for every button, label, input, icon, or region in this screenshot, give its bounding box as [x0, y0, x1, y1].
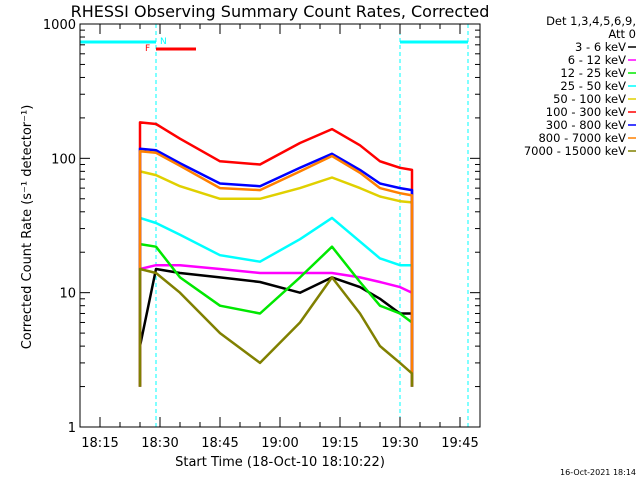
legend-entry-1: 6 - 12 keV: [568, 53, 626, 67]
legend-header-0: Det 1,3,4,5,6,9,: [546, 14, 636, 28]
plot-background: [80, 24, 480, 427]
legend-entry-5: 100 - 300 keV: [546, 105, 626, 119]
x-tick-label-4: 19:15: [321, 436, 358, 451]
flag-bars: NF: [80, 37, 468, 54]
legend-entry-8: 7000 - 15000 keV: [524, 144, 626, 158]
x-tick-label-1: 18:30: [141, 436, 178, 451]
series-lines: [138, 121, 414, 387]
legend-entry-6: 300 - 800 keV: [546, 118, 626, 132]
legend-entry-2: 12 - 25 keV: [560, 66, 626, 80]
series-line-1: [138, 263, 414, 387]
legend-entry-3: 25 - 50 keV: [560, 79, 626, 93]
x-axis-label: Start Time (18-Oct-10 18:10:22): [175, 455, 385, 470]
y-tick-label-1: 10: [59, 287, 76, 302]
footer-timestamp: 16-Oct-2021 18:14: [560, 468, 636, 477]
legend-entry-0: 3 - 6 keV: [575, 40, 626, 54]
x-tick-label-6: 19:45: [441, 436, 478, 451]
y-tick-label-3: 1000: [43, 18, 76, 33]
x-tick-label-0: 18:15: [81, 436, 118, 451]
series-line-8: [138, 267, 414, 387]
y-axis-label: Corrected Count Rate (s⁻¹ detector⁻¹): [20, 105, 35, 350]
series-line-3: [138, 216, 414, 387]
y-tick-label-2: 100: [51, 152, 76, 167]
axes: 1 10 100 1000 18:15 18:30 18:45 19:00 19:15 19:30…: [43, 18, 481, 451]
plot-area: [80, 24, 480, 427]
x-tick-label-3: 19:00: [261, 436, 298, 451]
legend-entry-7: 800 - 7000 keV: [538, 131, 626, 145]
flag-label-0: N: [160, 37, 167, 47]
series-line-4: [138, 170, 414, 387]
series-line-7: [138, 149, 414, 387]
series-line-6: [138, 147, 414, 387]
legend-entry-4: 50 - 100 keV: [553, 92, 626, 106]
chart-title: RHESSI Observing Summary Count Rates, Co…: [71, 2, 490, 21]
y-tick-label-0: 1: [68, 421, 76, 436]
x-tick-label-5: 19:30: [381, 436, 418, 451]
series-line-2: [138, 242, 414, 387]
legend-header-1: Att 0: [608, 27, 636, 41]
series-line-5: [138, 121, 414, 387]
x-tick-label-2: 18:45: [201, 436, 238, 451]
flag-label-1: F: [145, 44, 150, 54]
